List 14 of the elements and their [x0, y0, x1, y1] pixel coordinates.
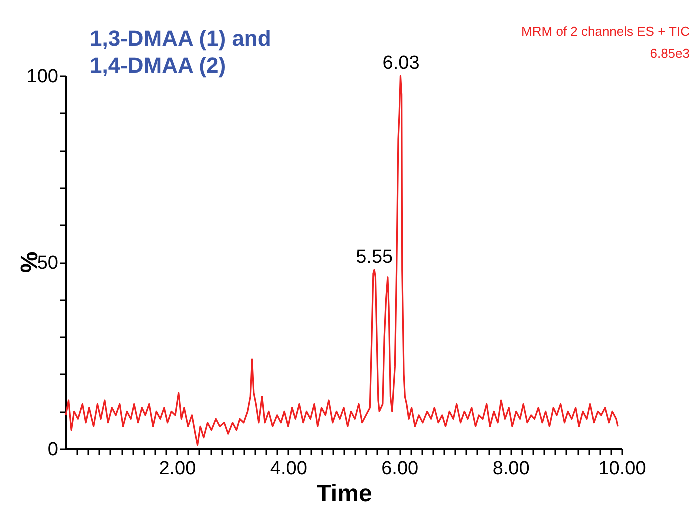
y-tick-label: 50: [37, 253, 58, 274]
y-tick-label: 0: [48, 440, 58, 460]
x-axis-title: Time: [316, 480, 372, 508]
y-tick-label: 100: [26, 66, 58, 88]
x-tick-label: 8.00: [492, 458, 530, 480]
text: 6.85e3: [650, 46, 690, 61]
x-tick-label: 10.00: [598, 458, 646, 480]
x-tick-label: 4.00: [270, 458, 308, 480]
x-tick-label: 6.00: [382, 458, 419, 480]
annotation: 5.55: [356, 246, 394, 268]
text: MRM of 2 channels ES + TIC: [522, 24, 690, 39]
x-tick-label: 2.00: [159, 458, 196, 480]
chart-title: 1,3-DMAA (1) and 1,4-DMAA (2): [90, 26, 272, 78]
annotation: 6.03: [382, 53, 420, 74]
